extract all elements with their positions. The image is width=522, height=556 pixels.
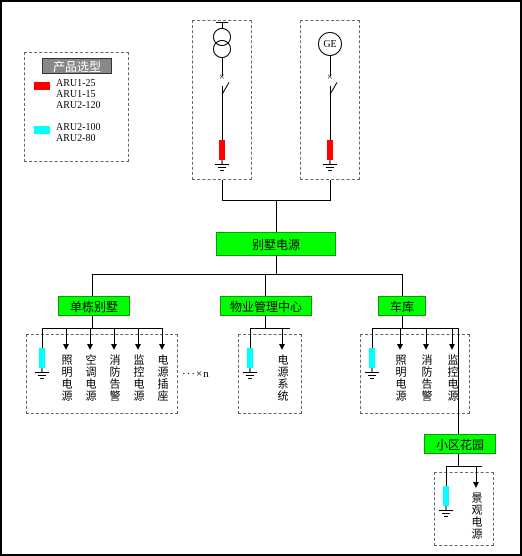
src2-x-icon: × — [327, 72, 333, 83]
villa-a2-arr — [87, 344, 93, 350]
mgmt-col0-v — [250, 328, 251, 348]
garage-drop — [402, 316, 403, 328]
garage-ground-icon — [365, 368, 379, 378]
garage-cyan-device — [369, 348, 375, 368]
garden-a1 — [476, 466, 477, 482]
villa-a1 — [66, 328, 67, 344]
villa-ground-icon — [35, 368, 49, 378]
villa-a1-arr — [63, 344, 69, 350]
node-mgmt: 物业管理中心 — [220, 296, 312, 316]
src2-wire-2 — [330, 114, 331, 140]
villa-l5: 电源插座 — [156, 354, 168, 402]
garden-col0-v — [446, 466, 447, 486]
villa-drop — [92, 316, 93, 328]
ge-circle: GE — [318, 32, 342, 56]
src2-ground-icon — [323, 160, 337, 170]
garden-cyan-device — [443, 486, 449, 506]
garage-a1-arr — [397, 344, 403, 350]
bus-to-villa — [92, 274, 93, 296]
villa-l2: 空调电源 — [84, 354, 96, 402]
node-villa: 单栋别墅 — [58, 296, 130, 316]
legend-swatch-cyan — [34, 126, 50, 134]
legend-text-red: ARU1-25 ARU1-15 ARU2-120 — [56, 78, 100, 111]
legend-swatch-red — [34, 82, 50, 90]
mgmt-cyan-device — [247, 348, 253, 368]
villa-cyan-device — [39, 348, 45, 368]
garage-l3: 监控电源 — [446, 354, 458, 402]
villa-l3: 消防告警 — [108, 354, 120, 402]
mgmt-a1 — [282, 328, 283, 344]
legend-title: 产品选型 — [42, 58, 112, 74]
villa-a4-arr — [135, 344, 141, 350]
garage-l1: 照明电源 — [394, 354, 406, 402]
children-bus — [92, 274, 402, 275]
mgmt-a1-arr — [279, 344, 285, 350]
node-garden: 小区花园 — [424, 434, 496, 454]
src2-switch — [330, 86, 331, 114]
garden-ground-icon — [439, 506, 453, 516]
xn-label: ···×n — [182, 368, 210, 380]
villa-a3-arr — [111, 344, 117, 350]
garden-drop — [458, 454, 459, 466]
villa-a2 — [90, 328, 91, 344]
src1-wire-2 — [222, 114, 223, 140]
src1-switch — [222, 86, 223, 114]
garage-l2: 消防告警 — [420, 354, 432, 402]
src2-red-device — [327, 140, 333, 160]
garage-a3-arr — [449, 344, 455, 350]
villa-a3 — [114, 328, 115, 344]
garage-bus — [372, 328, 458, 329]
bus-to-garage — [402, 274, 403, 296]
mgmt-bus — [250, 328, 290, 329]
src-merge-v — [276, 200, 277, 232]
villa-a4 — [138, 328, 139, 344]
villa-l1: 照明电源 — [60, 354, 72, 402]
villa-col0-v — [42, 328, 43, 348]
mgmt-drop — [265, 316, 266, 328]
bus-to-mgmt — [265, 274, 266, 296]
villa-bus — [42, 328, 162, 329]
src1-x-icon: × — [219, 72, 225, 83]
legend-text-cyan: ARU2-100 ARU2-80 — [56, 122, 100, 144]
villa-a5 — [162, 328, 163, 344]
garage-to-garden-v1 — [458, 328, 459, 434]
main-drop — [276, 256, 277, 274]
src2-drop — [330, 180, 331, 200]
diagram-canvas: 产品选型 ARU1-25 ARU1-15 ARU2-120 ARU2-100 A… — [0, 0, 522, 556]
src1-ground-icon — [215, 160, 229, 170]
node-garage: 车库 — [378, 296, 426, 316]
garden-l1: 景观电源 — [470, 492, 482, 540]
garage-col0-v — [372, 328, 373, 348]
villa-a5-arr — [159, 344, 165, 350]
garage-a2-arr — [423, 344, 429, 350]
transformer-icon — [213, 28, 231, 58]
garage-a2 — [426, 328, 427, 344]
garden-a1-arr — [473, 482, 479, 488]
src1-drop — [222, 180, 223, 200]
src1-red-device — [219, 140, 225, 160]
garage-a3 — [452, 328, 453, 344]
villa-l4: 监控电源 — [132, 354, 144, 402]
node-main-power: 别墅电源 — [216, 232, 336, 256]
mgmt-ground-icon — [243, 368, 257, 378]
garage-a1 — [400, 328, 401, 344]
mgmt-l1: 电源系统 — [276, 354, 288, 402]
